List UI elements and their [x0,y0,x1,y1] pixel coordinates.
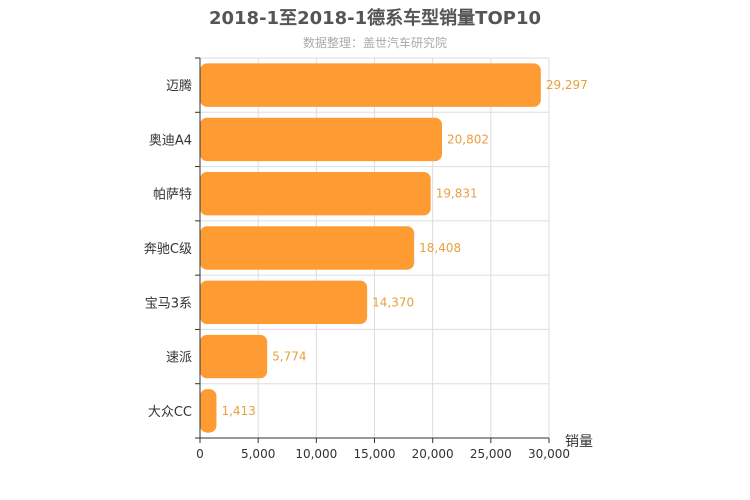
category-label: 大众CC [148,405,192,420]
bar [200,172,431,216]
bar [200,334,268,379]
bar [200,389,217,433]
chart-subtitle: 数据整理：盖世汽车研究院 [303,35,447,50]
bar [200,226,415,270]
category-label: 奥迪A4 [149,133,192,148]
category-label: 帕萨特 [153,188,192,203]
value-label: 20,802 [447,132,489,146]
value-label: 29,297 [546,78,588,92]
x-tick-label: 30,000 [528,447,570,461]
x-tick-label: 25,000 [470,447,512,461]
value-label: 5,774 [272,350,306,364]
x-tick-label: 5,000 [241,447,275,461]
category-label: 奔驰C级 [144,242,192,257]
bar [200,117,442,162]
value-label: 14,370 [372,295,414,309]
category-label: 迈腾 [166,78,192,94]
chart-title: 2018-1至2018-1德系车型销量TOP10 [209,7,541,29]
x-tick-label: 10,000 [295,447,337,461]
category-label: 宝马3系 [145,296,192,311]
value-label: 19,831 [436,187,478,201]
x-tick-label: 15,000 [354,447,396,461]
bar [200,280,368,324]
value-label: 18,408 [419,241,461,255]
bar [200,63,541,107]
x-axis-name: 销量 [565,434,593,450]
x-tick-label: 0 [196,447,204,461]
category-label: 速派 [166,351,192,366]
x-tick-label: 20,000 [412,447,454,461]
value-label: 1,413 [221,404,255,418]
bars: 29,297 20,802 19,831 18,408 14,370 5,774 1,413 [200,63,588,433]
